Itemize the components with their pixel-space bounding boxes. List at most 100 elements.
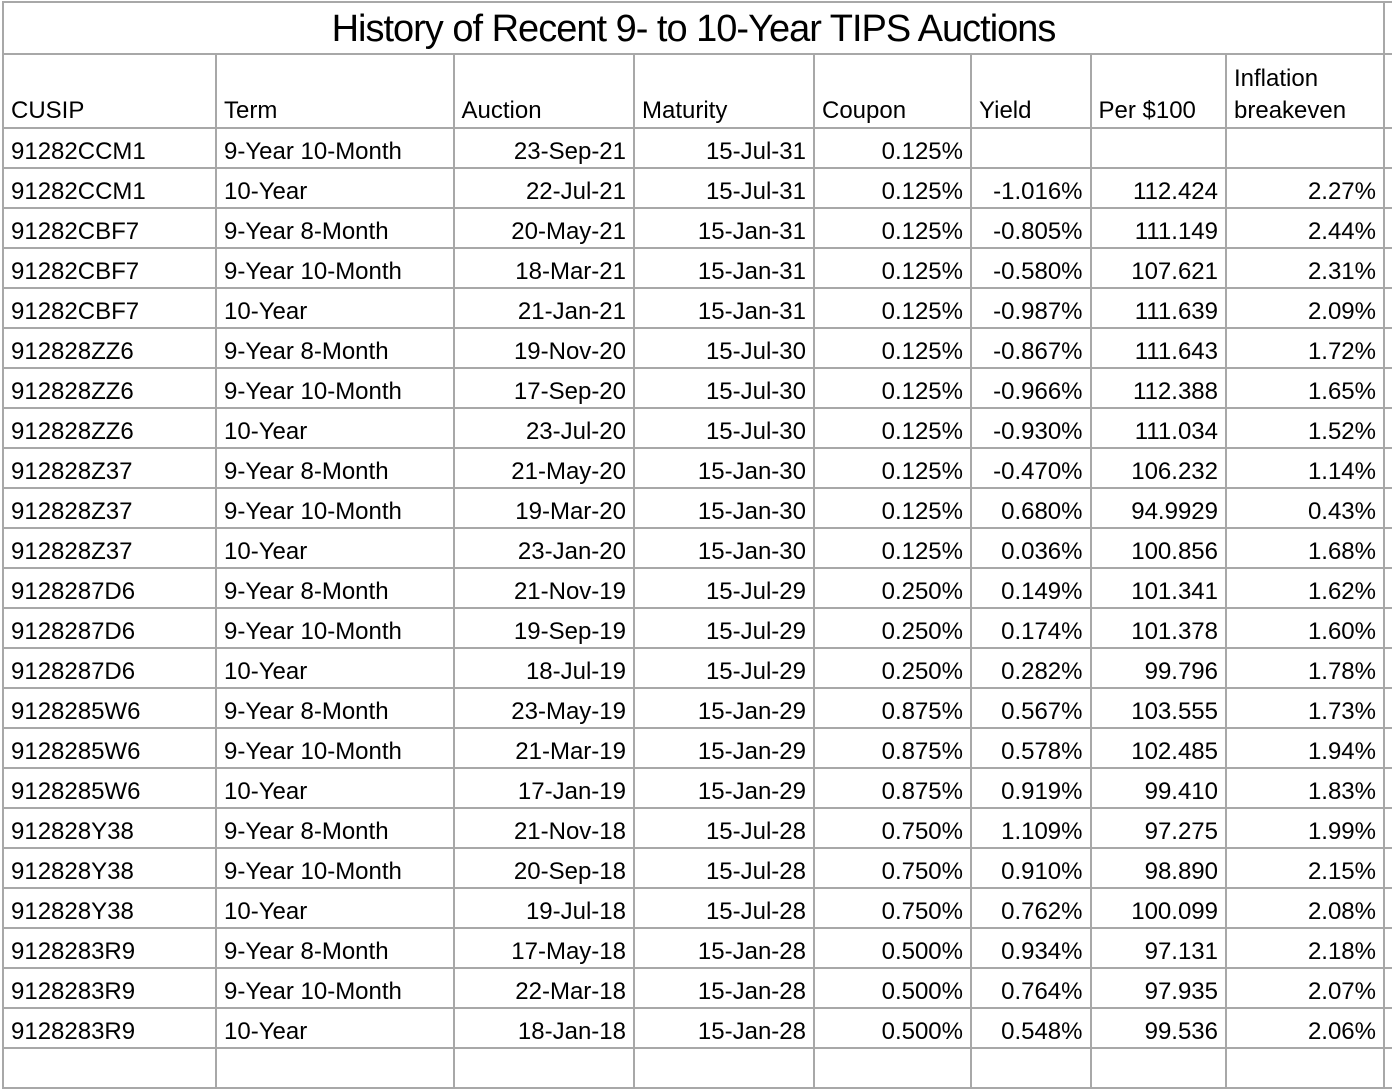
cell-breakeven: 1.68% bbox=[1227, 529, 1385, 569]
cell-cusip: 912828Z37 bbox=[4, 489, 217, 529]
spare-cell bbox=[1385, 969, 1392, 1009]
cell-yield: 0.762% bbox=[972, 889, 1092, 929]
cell-breakeven: 2.09% bbox=[1227, 289, 1385, 329]
cell-auction: 17-Sep-20 bbox=[454, 369, 635, 409]
cell-per100 bbox=[1091, 129, 1227, 169]
cell-yield: 0.934% bbox=[972, 929, 1092, 969]
cell-auction: 19-Nov-20 bbox=[454, 329, 635, 369]
cell-maturity: 15-Jul-28 bbox=[635, 849, 815, 889]
spare-cell bbox=[1385, 889, 1392, 929]
cell-maturity: 15-Jan-28 bbox=[635, 929, 815, 969]
cell-per100: 101.341 bbox=[1091, 569, 1227, 609]
cell-auction: 23-Sep-21 bbox=[454, 129, 635, 169]
cell-term: 10-Year bbox=[217, 769, 455, 809]
cell-term: 9-Year 8-Month bbox=[217, 449, 455, 489]
spare-cell bbox=[1385, 169, 1392, 209]
cell-yield: -0.987% bbox=[972, 289, 1092, 329]
cell-breakeven: 1.83% bbox=[1227, 769, 1385, 809]
cell-cusip: 912828ZZ6 bbox=[4, 409, 217, 449]
cell-auction: 23-May-19 bbox=[454, 689, 635, 729]
cell-breakeven: 1.78% bbox=[1227, 649, 1385, 689]
cell-cusip: 91282CCM1 bbox=[4, 129, 217, 169]
spare-cell bbox=[4, 1049, 217, 1089]
cell-yield: 0.036% bbox=[972, 529, 1092, 569]
cell-maturity: 15-Jul-28 bbox=[635, 809, 815, 849]
cell-auction: 19-Jul-18 bbox=[454, 889, 635, 929]
cell-yield: 0.578% bbox=[972, 729, 1092, 769]
cell-per100: 111.149 bbox=[1091, 209, 1227, 249]
cell-term: 10-Year bbox=[217, 409, 455, 449]
cell-cusip: 9128285W6 bbox=[4, 729, 217, 769]
spare-cell bbox=[635, 1049, 815, 1089]
cell-breakeven: 2.18% bbox=[1227, 929, 1385, 969]
cell-maturity: 15-Jul-30 bbox=[635, 409, 815, 449]
cell-yield: 0.548% bbox=[972, 1009, 1092, 1049]
cell-yield: -1.016% bbox=[972, 169, 1092, 209]
cell-yield: 1.109% bbox=[972, 809, 1092, 849]
cell-term: 10-Year bbox=[217, 529, 455, 569]
cell-breakeven: 2.06% bbox=[1227, 1009, 1385, 1049]
cell-yield: -0.805% bbox=[972, 209, 1092, 249]
cell-breakeven: 1.99% bbox=[1227, 809, 1385, 849]
cell-maturity: 15-Jan-28 bbox=[635, 1009, 815, 1049]
cell-term: 9-Year 10-Month bbox=[217, 129, 455, 169]
table-title: History of Recent 9- to 10-Year TIPS Auc… bbox=[4, 3, 1385, 55]
cell-coupon: 0.750% bbox=[815, 809, 972, 849]
spare-cell bbox=[1385, 729, 1392, 769]
column-header-yield: Yield bbox=[972, 54, 1092, 129]
cell-coupon: 0.125% bbox=[815, 329, 972, 369]
cell-maturity: 15-Jan-31 bbox=[635, 209, 815, 249]
cell-breakeven: 2.44% bbox=[1227, 209, 1385, 249]
cell-cusip: 9128287D6 bbox=[4, 609, 217, 649]
cell-coupon: 0.125% bbox=[815, 369, 972, 409]
cell-cusip: 91282CBF7 bbox=[4, 209, 217, 249]
cell-maturity: 15-Jul-31 bbox=[635, 129, 815, 169]
cell-cusip: 9128283R9 bbox=[4, 1009, 217, 1049]
spare-cell bbox=[1385, 1009, 1392, 1049]
cell-per100: 111.639 bbox=[1091, 289, 1227, 329]
column-header-term: Term bbox=[217, 54, 455, 129]
column-header-auction: Auction bbox=[454, 54, 635, 129]
cell-coupon: 0.125% bbox=[815, 169, 972, 209]
spare-cell bbox=[1385, 649, 1392, 689]
cell-auction: 20-Sep-18 bbox=[454, 849, 635, 889]
cell-auction: 20-May-21 bbox=[454, 209, 635, 249]
spare-cell bbox=[1385, 449, 1392, 489]
cell-cusip: 912828Z37 bbox=[4, 449, 217, 489]
cell-per100: 94.9929 bbox=[1091, 489, 1227, 529]
cell-per100: 107.621 bbox=[1091, 249, 1227, 289]
cell-per100: 101.378 bbox=[1091, 609, 1227, 649]
cell-coupon: 0.125% bbox=[815, 409, 972, 449]
cell-coupon: 0.125% bbox=[815, 449, 972, 489]
spare-cell bbox=[1385, 929, 1392, 969]
cell-term: 9-Year 8-Month bbox=[217, 689, 455, 729]
cell-yield: 0.764% bbox=[972, 969, 1092, 1009]
cell-auction: 23-Jan-20 bbox=[454, 529, 635, 569]
cell-coupon: 0.875% bbox=[815, 689, 972, 729]
column-header-per100: Per $100 bbox=[1091, 54, 1227, 129]
cell-maturity: 15-Jan-31 bbox=[635, 289, 815, 329]
spare-cell bbox=[1385, 55, 1392, 129]
cell-cusip: 912828Y38 bbox=[4, 809, 217, 849]
cell-auction: 23-Jul-20 bbox=[454, 409, 635, 449]
cell-coupon: 0.250% bbox=[815, 609, 972, 649]
cell-auction: 17-May-18 bbox=[454, 929, 635, 969]
cell-term: 10-Year bbox=[217, 1009, 455, 1049]
cell-per100: 100.856 bbox=[1091, 529, 1227, 569]
cell-coupon: 0.125% bbox=[815, 529, 972, 569]
cell-yield: 0.910% bbox=[972, 849, 1092, 889]
column-header-coupon: Coupon bbox=[815, 54, 972, 129]
cell-term: 9-Year 8-Month bbox=[217, 569, 455, 609]
cell-per100: 97.935 bbox=[1091, 969, 1227, 1009]
cell-cusip: 9128283R9 bbox=[4, 929, 217, 969]
cell-yield: -0.966% bbox=[972, 369, 1092, 409]
cell-per100: 99.536 bbox=[1091, 1009, 1227, 1049]
cell-term: 9-Year 10-Month bbox=[217, 489, 455, 529]
spare-cell bbox=[217, 1049, 455, 1089]
cell-yield: 0.919% bbox=[972, 769, 1092, 809]
cell-maturity: 15-Jul-30 bbox=[635, 329, 815, 369]
cell-cusip: 912828Z37 bbox=[4, 529, 217, 569]
cell-per100: 111.643 bbox=[1091, 329, 1227, 369]
spare-cell bbox=[1385, 129, 1392, 169]
column-header-cusip: CUSIP bbox=[4, 54, 217, 129]
